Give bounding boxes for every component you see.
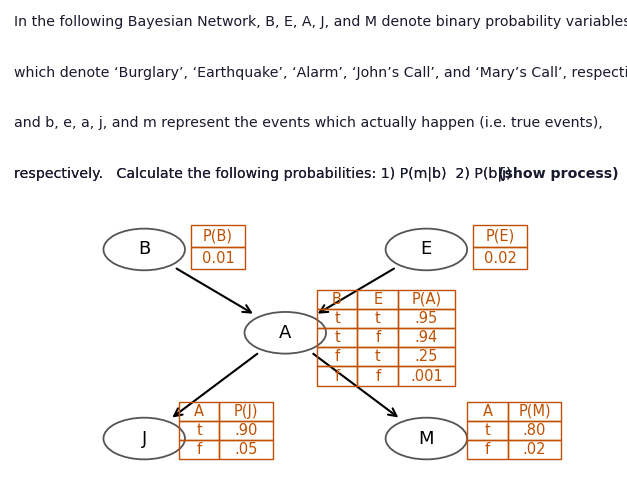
Text: M: M — [419, 429, 434, 448]
Bar — [467, 421, 508, 440]
Bar — [357, 328, 398, 347]
Text: which denote ‘Burglary’, ‘Earthquake’, ‘Alarm’, ‘John’s Call’, and ‘Mary’s Call’: which denote ‘Burglary’, ‘Earthquake’, ‘… — [14, 66, 627, 79]
Circle shape — [386, 229, 467, 270]
Circle shape — [245, 312, 326, 353]
Text: f: f — [485, 442, 490, 457]
Text: 0.02: 0.02 — [483, 250, 517, 266]
Bar — [398, 347, 455, 366]
Text: A: A — [194, 404, 204, 419]
Bar — [317, 309, 357, 328]
Bar — [191, 225, 245, 247]
Text: t: t — [375, 311, 381, 326]
Text: .05: .05 — [234, 442, 258, 457]
Bar — [467, 440, 508, 459]
Text: B: B — [138, 241, 150, 258]
Bar — [357, 289, 398, 309]
Text: .95: .95 — [414, 311, 438, 326]
Text: respectively.   Calculate the following probabilities: 1) P(m|b)  2) P(b|j): respectively. Calculate the following pr… — [14, 167, 525, 181]
Text: f: f — [334, 369, 340, 384]
Bar — [398, 289, 455, 309]
Bar — [467, 402, 508, 421]
Text: A: A — [483, 404, 492, 419]
Text: 0.01: 0.01 — [201, 250, 234, 266]
Circle shape — [103, 229, 185, 270]
Bar — [473, 247, 527, 269]
Bar — [508, 402, 561, 421]
Bar — [317, 328, 357, 347]
Bar — [398, 366, 455, 386]
Circle shape — [103, 418, 185, 459]
Bar — [317, 347, 357, 366]
Text: t: t — [334, 311, 340, 326]
Text: f: f — [375, 330, 381, 345]
Bar — [357, 309, 398, 328]
Text: respectively.   Calculate the following probabilities: 1) P(m|b)  2) P(b|j): respectively. Calculate the following pr… — [14, 167, 525, 181]
Text: .02: .02 — [523, 442, 546, 457]
Text: E: E — [373, 292, 382, 307]
Bar — [317, 366, 357, 386]
Text: .90: .90 — [234, 423, 258, 438]
Text: .80: .80 — [523, 423, 546, 438]
Bar — [398, 309, 455, 328]
Text: .001: .001 — [410, 369, 443, 384]
Text: E: E — [421, 241, 432, 258]
Bar — [179, 421, 219, 440]
Bar — [317, 289, 357, 309]
Text: .25: .25 — [414, 350, 438, 364]
Bar — [191, 247, 245, 269]
Bar — [179, 440, 219, 459]
Bar — [357, 347, 398, 366]
Text: B: B — [332, 292, 342, 307]
Text: and b, e, a, j, and m represent the events which actually happen (i.e. true even: and b, e, a, j, and m represent the even… — [14, 116, 603, 130]
Bar — [473, 225, 527, 247]
Text: f: f — [196, 442, 202, 457]
Text: A: A — [279, 324, 292, 342]
Bar — [357, 366, 398, 386]
Text: J: J — [142, 429, 147, 448]
Text: t: t — [196, 423, 202, 438]
Text: respectively.   Calculate the following probabilities: 1) P(m|b)  2) P(b|j)   (s: respectively. Calculate the following pr… — [14, 167, 627, 181]
Text: In the following Bayesian Network, B, E, A, J, and M denote binary probability v: In the following Bayesian Network, B, E,… — [14, 15, 627, 29]
Bar — [508, 421, 561, 440]
Text: t: t — [485, 423, 490, 438]
Text: P(A): P(A) — [411, 292, 441, 307]
Bar — [219, 421, 273, 440]
Bar — [179, 402, 219, 421]
Bar — [219, 402, 273, 421]
Bar — [508, 440, 561, 459]
Text: t: t — [334, 330, 340, 345]
Bar — [398, 328, 455, 347]
Text: f: f — [375, 369, 381, 384]
Text: t: t — [375, 350, 381, 364]
Text: P(B): P(B) — [203, 229, 233, 244]
Circle shape — [386, 418, 467, 459]
Text: f: f — [334, 350, 340, 364]
Text: P(E): P(E) — [485, 229, 515, 244]
Bar — [219, 440, 273, 459]
Text: (show process): (show process) — [498, 167, 619, 181]
Text: .94: .94 — [414, 330, 438, 345]
Text: P(M): P(M) — [518, 404, 551, 419]
Text: P(J): P(J) — [234, 404, 258, 419]
